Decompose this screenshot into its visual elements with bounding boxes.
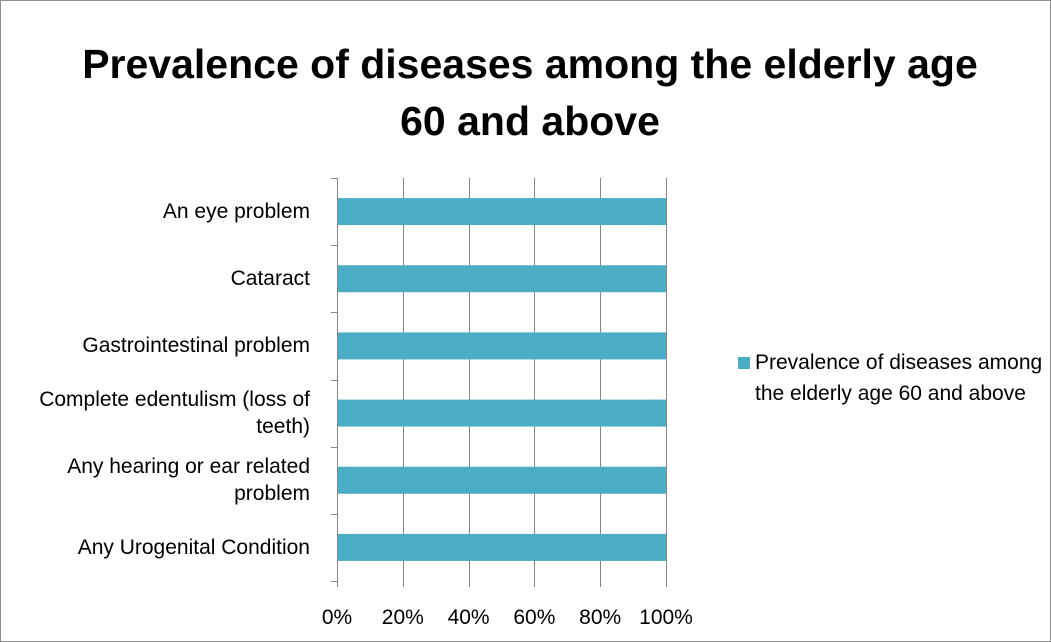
x-tick-label: 20% xyxy=(381,606,424,629)
category-label: Any hearing or ear related problem xyxy=(67,455,310,506)
bar xyxy=(337,533,666,561)
category-label: An eye problem xyxy=(162,200,310,224)
category-label: Complete edentulism (loss of teeth) xyxy=(39,388,310,439)
axes xyxy=(331,178,338,587)
bar xyxy=(337,399,666,427)
legend-label: Prevalence of diseases among the elderly… xyxy=(755,351,1043,405)
bars xyxy=(337,198,666,561)
bar xyxy=(337,265,666,293)
legend-swatch xyxy=(738,357,750,369)
gridlines xyxy=(403,178,667,587)
category-label: Any Urogenital Condition xyxy=(77,535,310,559)
bar xyxy=(337,198,666,226)
bar xyxy=(337,332,666,360)
chart-title: Prevalence of diseases among the elderly… xyxy=(82,41,978,144)
x-tick-label: 100% xyxy=(639,606,693,629)
category-label: Cataract xyxy=(230,267,310,291)
x-tick-label: 80% xyxy=(579,606,622,629)
x-tick-label: 0% xyxy=(321,606,353,629)
bar xyxy=(337,466,666,494)
x-tick-label: 60% xyxy=(513,606,556,629)
category-label: Gastrointestinal problem xyxy=(82,334,310,358)
x-tick-label: 40% xyxy=(447,606,490,629)
